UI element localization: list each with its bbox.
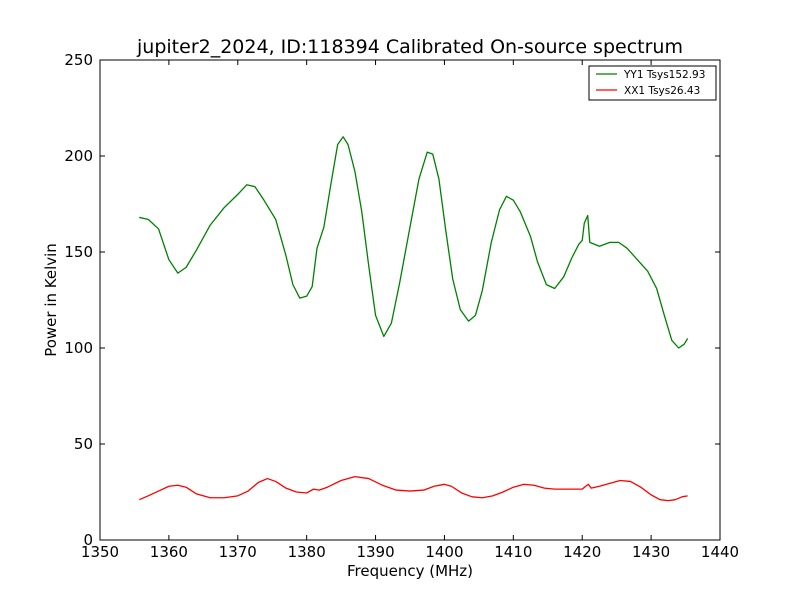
y-tick-label: 50 — [74, 435, 93, 453]
series-line-1 — [139, 475, 688, 502]
x-tick-label: 1410 — [494, 543, 532, 561]
legend-label-yy1: YY1 Tsys152.93 — [623, 69, 705, 81]
x-tick-label: 1350 — [81, 543, 119, 561]
x-tick-label: 1420 — [563, 543, 601, 561]
x-axis: 1350 1360 1370 1380 1390 1400 1410 1420 1430 1440 — [81, 60, 739, 561]
y-axis-label: Power in Kelvin — [42, 243, 60, 357]
x-axis-label: Frequency (MHz) — [347, 562, 473, 580]
legend-box — [588, 65, 717, 101]
x-tick-label: 1400 — [425, 543, 463, 561]
x-tick-label: 1360 — [150, 543, 188, 561]
y-tick-label: 200 — [64, 147, 93, 165]
plot-frame — [99, 59, 721, 541]
y-tick-label: 0 — [83, 531, 93, 549]
y-tick-label: 100 — [64, 339, 93, 357]
x-tick-label: 1440 — [701, 543, 739, 561]
legend: YY1 Tsys152.93 XX1 Tsys26.43 — [588, 65, 717, 101]
x-tick-label: 1380 — [288, 543, 326, 561]
x-tick-label: 1390 — [356, 543, 394, 561]
plot-area — [139, 136, 689, 502]
y-axis: 0 50 100 150 200 250 — [64, 51, 720, 549]
x-tick-label: 1370 — [219, 543, 257, 561]
series-line-0 — [139, 136, 689, 349]
y-tick-label: 250 — [64, 51, 93, 69]
x-tick-label: 1430 — [632, 543, 670, 561]
y-tick-label: 150 — [64, 243, 93, 261]
chart-title: jupiter2_2024, ID:118394 Calibrated On-s… — [136, 36, 683, 58]
legend-label-xx1: XX1 Tsys26.43 — [624, 85, 700, 97]
